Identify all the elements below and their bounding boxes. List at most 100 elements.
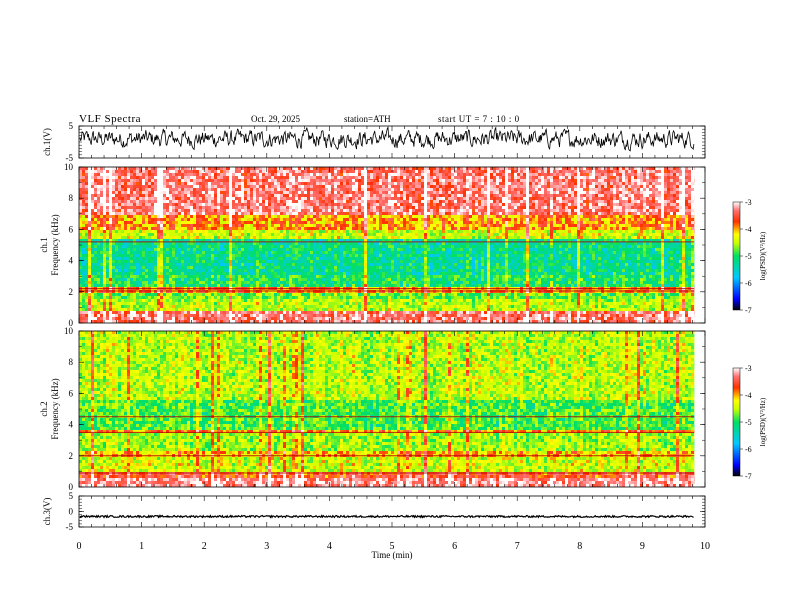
ch1-spec-heatmap-cell [109, 314, 112, 317]
ch1-spec-heatmap-cell [250, 311, 253, 314]
ch1-spec-heatmap-cell [340, 254, 343, 257]
ch1-spec-heatmap-cell [256, 245, 259, 248]
ch1-spec-heatmap-cell [163, 179, 166, 182]
ch1-spec-heatmap-cell [121, 227, 124, 230]
ch1-spec-heatmap-cell [211, 317, 214, 320]
ch1-spec-heatmap-cell [130, 302, 133, 305]
ch1-spec-heatmap-cell [208, 176, 211, 179]
ch1-spec-heatmap-cell [337, 254, 340, 257]
ch1-spec-heatmap-cell [193, 302, 196, 305]
ch1-spec-heatmap-cell [88, 230, 91, 233]
ch1-spec-heatmap-cell [226, 200, 229, 203]
ch1-spec-heatmap-cell [298, 170, 301, 173]
ch1-spec-heatmap-cell [88, 314, 91, 317]
ch1-spec-heatmap-cell [247, 236, 250, 239]
ch1-spec-heatmap-cell [310, 263, 313, 266]
ch1-spec-heatmap-cell [244, 302, 247, 305]
ch1-spec-heatmap-cell [106, 311, 109, 314]
ch1-spec-heatmap-cell [121, 299, 124, 302]
ch1-spec-heatmap-cell [229, 227, 232, 230]
ch1-spec-heatmap-cell [136, 182, 139, 185]
ch1-spec-heatmap-cell [115, 239, 118, 242]
ch1-spec-heatmap-cell [199, 230, 202, 233]
ch1-spec-heatmap-cell [301, 194, 304, 197]
ch1-spec-heatmap-cell [304, 209, 307, 212]
ch1-spec-heatmap-cell [271, 239, 274, 242]
ch1-spec-heatmap-cell [313, 296, 316, 299]
ch1-spec-heatmap-cell [94, 305, 97, 308]
ch1-spec-heatmap-cell [334, 263, 337, 266]
ch1-spec-heatmap-cell [262, 317, 265, 320]
ch1-spec-heatmap-cell [79, 266, 82, 269]
ch1-spec-heatmap-cell [268, 218, 271, 221]
ch1-spec-heatmap-cell [94, 212, 97, 215]
ch1-spec-heatmap-cell [106, 314, 109, 317]
ch1-spec-heatmap-cell [190, 191, 193, 194]
ch1-spec-heatmap-cell [124, 260, 127, 263]
ch1-spec-heatmap-cell [358, 224, 361, 227]
ch1-spec-heatmap-cell [79, 185, 82, 188]
ch1-spec-heatmap-cell [187, 215, 190, 218]
ch1-spec-heatmap-cell [118, 218, 121, 221]
ch1-spec-heatmap-cell [268, 239, 271, 242]
ch1-spec-heatmap-cell [178, 266, 181, 269]
ch1-spec-heatmap-cell [262, 212, 265, 215]
ch1-spec-heatmap-cell [256, 224, 259, 227]
ch1-spec-heatmap-cell [127, 248, 130, 251]
ch1-spec-heatmap-cell [181, 251, 184, 254]
ch1-spec-heatmap-cell [355, 293, 358, 296]
ch1-spec-heatmap-cell [94, 272, 97, 275]
ch1-spec-heatmap-cell [154, 317, 157, 320]
ch1-spec-heatmap-cell [355, 215, 358, 218]
ch1-spec-heatmap-cell [154, 194, 157, 197]
ch1-spec-heatmap-cell [193, 293, 196, 296]
ch1-spec-heatmap-cell [208, 203, 211, 206]
ch1-spec-heatmap-cell [196, 305, 199, 308]
ch1-spec-heatmap-cell [133, 194, 136, 197]
ch1-spec-heatmap-cell [346, 212, 349, 215]
ch1-spec-heatmap-cell [199, 269, 202, 272]
ch1-spec-heatmap-cell [241, 236, 244, 239]
ch1-spec-heatmap-cell [172, 173, 175, 176]
ch1-spec-heatmap-cell [313, 224, 316, 227]
ch1-spec-heatmap-cell [280, 221, 283, 224]
ch1-spec-heatmap-cell [127, 230, 130, 233]
ch1-spec-heatmap-cell [136, 185, 139, 188]
ch1-spec-heatmap-cell [319, 197, 322, 200]
ch1-spec-heatmap-cell [274, 299, 277, 302]
ch1-spec-heatmap-cell [325, 257, 328, 260]
ch1-spec-heatmap-cell [220, 236, 223, 239]
ch1-spec-heatmap-cell [97, 308, 100, 311]
ch1-spec-heatmap-cell [325, 173, 328, 176]
ch1-spec-heatmap-cell [265, 176, 268, 179]
ch1-spec-heatmap-cell [208, 200, 211, 203]
ch1-spec-heatmap-cell [205, 215, 208, 218]
ch1-spec-heatmap-cell [250, 230, 253, 233]
ch1-spec-heatmap-cell [346, 275, 349, 278]
ch1-spec-heatmap-cell [112, 296, 115, 299]
ch1-spec-heatmap-cell [157, 278, 160, 281]
ch1-spec-heatmap-cell [172, 185, 175, 188]
ch1-spec-heatmap-cell [148, 185, 151, 188]
ch1-spec-heatmap-cell [94, 233, 97, 236]
ch1-spec-heatmap-cell [295, 236, 298, 239]
ch1-spec-heatmap-cell [118, 170, 121, 173]
ch1-spec-heatmap-cell [181, 272, 184, 275]
ch1-spec-heatmap-cell [175, 197, 178, 200]
ch1-spec-heatmap-cell [223, 167, 226, 170]
ch1-spec-heatmap-cell [229, 305, 232, 308]
ch1-spec-heatmap-cell [226, 296, 229, 299]
ch1-spec-heatmap-cell [103, 206, 106, 209]
ch1-spec-heatmap-cell [202, 254, 205, 257]
ch1-spec-heatmap-cell [235, 227, 238, 230]
ch1-spec-heatmap-cell [340, 191, 343, 194]
ch1-spec-heatmap-cell [100, 185, 103, 188]
ch1-spec-heatmap-cell [214, 254, 217, 257]
ch1-spec-heatmap-cell [277, 281, 280, 284]
ch1-spec-heatmap-cell [304, 260, 307, 263]
ch1-spec-heatmap-cell [229, 173, 232, 176]
ch1-spec-heatmap-cell [88, 263, 91, 266]
ch1-spec-heatmap-cell [274, 188, 277, 191]
ch1-spec-heatmap-cell [187, 224, 190, 227]
ch1-spec-heatmap-cell [238, 170, 241, 173]
